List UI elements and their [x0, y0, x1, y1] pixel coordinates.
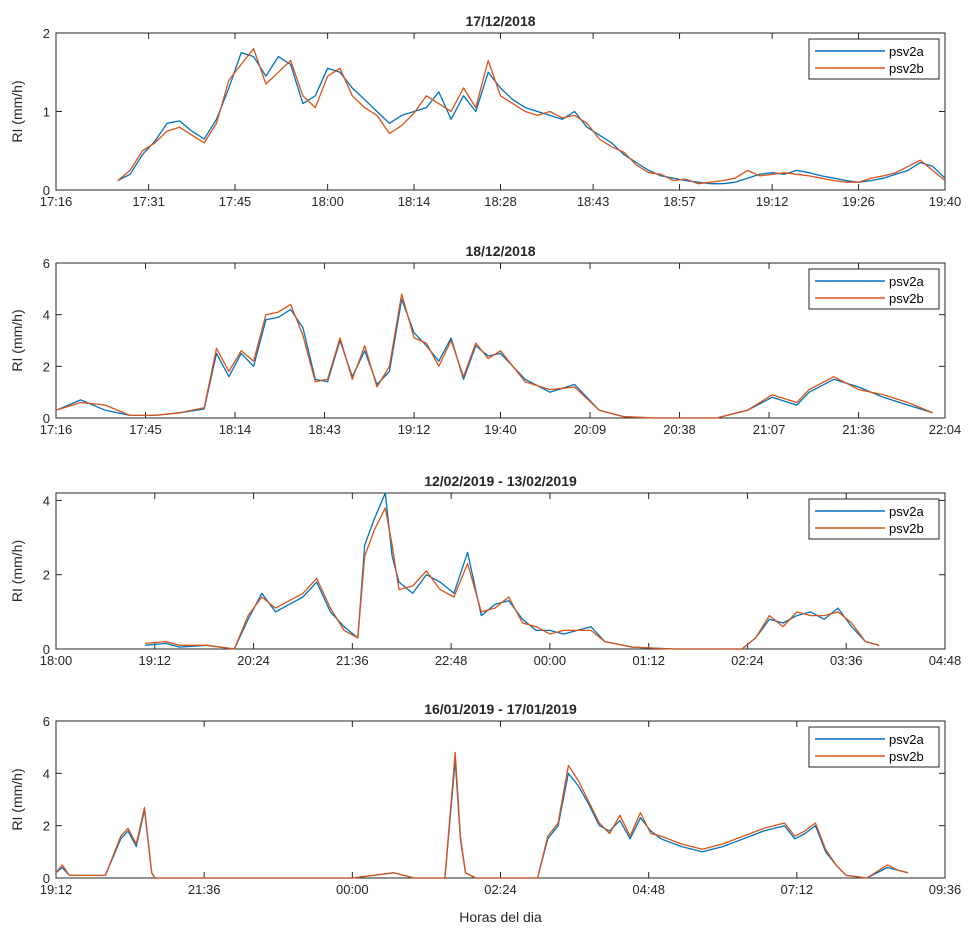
x-tick-label: 19:12	[40, 882, 73, 897]
y-axis-label: RI (mm/h)	[9, 540, 25, 602]
x-tick-label: 18:00	[311, 194, 344, 209]
axes-box	[55, 492, 946, 650]
legend: psv2a psv2b	[808, 268, 940, 310]
x-tick-label: 19:40	[484, 422, 517, 437]
x-tick-label: 17:16	[40, 194, 73, 209]
y-tick-label: 4	[43, 493, 50, 508]
y-axis-label: RI (mm/h)	[9, 80, 25, 142]
legend: psv2a psv2b	[808, 498, 940, 540]
y-tick-label: 4	[43, 308, 50, 323]
x-tick-label: 19:26	[842, 194, 875, 209]
subplot-1: 17/12/2018 RI (mm/h) 0 1 2 17:16 17:31 17:45 18:…	[9, 13, 961, 209]
series-line-psv2b	[55, 293, 933, 419]
chart-title: 17/12/2018	[465, 13, 535, 29]
x-tick-label: 02:24	[731, 653, 764, 668]
y-tick-label: 4	[43, 766, 50, 781]
series-line-psv2a	[145, 492, 880, 650]
y-tick-label: 2	[43, 568, 50, 583]
y-tick-label: 2	[43, 359, 50, 374]
x-axis-label: Horas del dia	[459, 909, 542, 925]
x-tick-label: 18:43	[577, 194, 610, 209]
series-line-psv2b	[55, 751, 909, 879]
x-tick-label: 18:00	[40, 653, 73, 668]
x-tick-label: 17:16	[40, 422, 73, 437]
x-tick-label: 01:12	[632, 653, 665, 668]
x-tick-label: 19:12	[398, 422, 431, 437]
subplot-4: 16/01/2019 - 17/01/2019 RI (mm/h) 0 2 4 6 19:1…	[9, 701, 961, 897]
x-tick-label: 22:04	[929, 422, 962, 437]
x-tick-label: 04:48	[632, 882, 665, 897]
y-tick-label: 0	[43, 871, 50, 886]
y-tick-label: 0	[43, 411, 50, 426]
y-tick-label: 6	[43, 714, 50, 729]
x-tick-label: 04:48	[929, 653, 962, 668]
legend-label-psv2b: psv2b	[889, 749, 924, 764]
legend-box	[808, 726, 940, 768]
axes-box	[55, 720, 946, 879]
legend-label-psv2b: psv2b	[889, 291, 924, 306]
x-tick-label: 00:00	[336, 882, 369, 897]
y-tick-label: 1	[43, 105, 50, 120]
axes-box	[55, 32, 946, 191]
y-tick-label: 0	[43, 183, 50, 198]
x-tick-label: 17:45	[219, 194, 252, 209]
x-tick-label: 17:45	[129, 422, 162, 437]
x-tick-label: 20:09	[574, 422, 607, 437]
series-line-psv2b	[145, 507, 880, 650]
x-tick-label: 03:36	[830, 653, 863, 668]
x-tick-label: 20:24	[237, 653, 270, 668]
x-tick-label: 18:57	[663, 194, 696, 209]
x-tick-label: 09:36	[929, 882, 962, 897]
x-tick-label: 22:48	[435, 653, 468, 668]
legend-label-psv2b: psv2b	[889, 521, 924, 536]
x-tick-label: 18:43	[308, 422, 341, 437]
y-axis-label: RI (mm/h)	[9, 309, 25, 371]
y-tick-label: 2	[43, 26, 50, 41]
legend-label-psv2a: psv2a	[889, 504, 924, 519]
legend-label-psv2a: psv2a	[889, 44, 924, 59]
y-axis-label: RI (mm/h)	[9, 768, 25, 830]
y-tick-label: 2	[43, 819, 50, 834]
x-tick-label: 21:36	[336, 653, 369, 668]
legend-label-psv2a: psv2a	[889, 274, 924, 289]
legend: psv2a psv2b	[808, 726, 940, 768]
x-tick-label: 02:24	[484, 882, 517, 897]
series-line-psv2b	[117, 48, 946, 185]
legend-box	[808, 498, 940, 540]
x-tick-label: 21:36	[188, 882, 221, 897]
x-tick-label: 18:28	[484, 194, 517, 209]
subplot-2: 18/12/2018 RI (mm/h) 0 2 4 6 17:16 17:45 18:14 18…	[9, 243, 961, 437]
y-tick-label: 6	[43, 256, 50, 271]
legend-label-psv2b: psv2b	[889, 61, 924, 76]
x-tick-label: 21:07	[753, 422, 786, 437]
subplot-3: 12/02/2019 - 13/02/2019 RI (mm/h) 0 2 4 18:00…	[9, 473, 961, 668]
x-tick-label: 18:14	[398, 194, 431, 209]
x-tick-label: 19:12	[756, 194, 789, 209]
y-tick-label: 0	[43, 642, 50, 657]
x-tick-label: 20:38	[663, 422, 696, 437]
legend-box	[808, 38, 940, 80]
x-tick-label: 19:12	[139, 653, 172, 668]
legend-label-psv2a: psv2a	[889, 732, 924, 747]
x-tick-label: 00:00	[534, 653, 567, 668]
legend: psv2a psv2b	[808, 38, 940, 80]
x-tick-label: 19:40	[929, 194, 962, 209]
x-tick-label: 18:14	[219, 422, 252, 437]
legend-box	[808, 268, 940, 310]
series-line-psv2a	[117, 51, 946, 185]
chart-title: 12/02/2019 - 13/02/2019	[424, 473, 577, 489]
x-tick-label: 17:31	[132, 194, 165, 209]
chart-title: 18/12/2018	[465, 243, 535, 259]
x-tick-label: 21:36	[842, 422, 875, 437]
x-tick-label: 07:12	[781, 882, 814, 897]
chart-title: 16/01/2019 - 17/01/2019	[424, 701, 577, 717]
